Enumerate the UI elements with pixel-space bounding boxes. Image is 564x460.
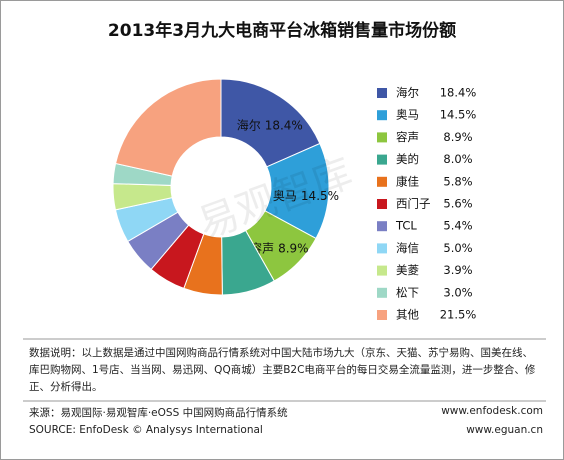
legend-label: 容声 [396,130,419,144]
legend-value: 3.0% [443,285,472,299]
legend-value: 5.0% [443,241,472,255]
legend-swatch [377,265,387,276]
legend-label: 海信 [396,241,419,255]
legend-value: 8.9% [443,130,472,144]
legend-label: 松下 [396,285,419,299]
legend-swatch [377,132,387,143]
slice-value: 18.4% [265,118,303,132]
legend-swatch [377,310,387,320]
legend-label: TCL [395,219,417,233]
legend-swatch [377,110,387,121]
legend-swatch [377,243,387,254]
website: www.eguan.cn [466,424,543,436]
slice-label: 奥马 [273,189,297,203]
legend-value: 3.9% [443,263,472,277]
chart-title: 2013年3月九大电商平台冰箱销售量市场份额 [108,20,456,41]
slice-value: 14.5% [301,189,339,203]
slice-label: 海尔 [237,117,261,132]
legend-swatch [377,221,387,232]
legend-swatch [377,176,387,187]
legend-value: 18.4% [440,86,477,100]
legend-value: 5.6% [443,197,472,211]
website: www.enfodesk.com [441,405,543,417]
legend-swatch [377,154,387,165]
legend-value: 5.8% [443,174,472,188]
legend-swatch [377,88,387,98]
legend-value: 8.0% [443,152,472,166]
legend-label: 西门子 [396,197,431,211]
slice-value: 8.9% [278,242,309,256]
slice [115,78,222,177]
source: 来源：易观国际·易观智库·eOSS 中国网购商品行情系统 [29,407,288,419]
legend-label: 美菱 [396,263,419,277]
legend-label: 美的 [396,152,419,166]
legend-swatch [377,287,387,298]
legend-label: 奥马 [396,108,419,122]
legend-value: 14.5% [440,108,477,122]
legend-value: 5.4% [443,219,472,233]
legend-value: 21.5% [440,308,477,322]
legend-label: 康佳 [396,174,419,188]
slice [220,78,321,168]
legend-label: 其他 [396,308,419,322]
note: 数据说明：以上数据是通过中国网购商品行情系统对中国大陆市场九大（京东、天猫、苏宁… [29,347,536,393]
source: SOURCE: EnfoDesk © Analysys Internationa… [29,424,263,436]
legend-swatch [377,199,387,209]
legend-label: 海尔 [396,86,419,100]
